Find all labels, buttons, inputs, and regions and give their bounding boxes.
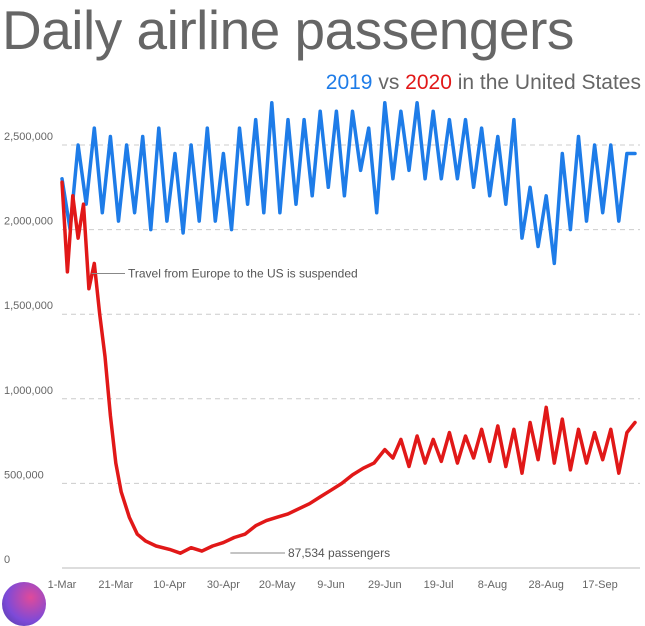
x-tick-label: 8-Aug	[478, 579, 507, 591]
x-tick-label: 17-Sep	[582, 579, 617, 591]
y-tick-label: 0	[4, 554, 10, 566]
x-tick-label: 30-Apr	[207, 579, 240, 591]
chart-subtitle: 2019 vs 2020 in the United States	[326, 70, 641, 96]
x-tick-label: 19-Jul	[424, 579, 454, 591]
x-tick-label: 21-Mar	[98, 579, 133, 591]
y-tick-label: 2,000,000	[4, 216, 53, 228]
y-tick-label: 1,000,000	[4, 385, 53, 397]
legend-2019: 2019	[325, 71, 373, 94]
y-tick-label: 500,000	[4, 469, 44, 481]
line-chart: 0 500,000 1,000,000 1,500,000 2,000,000 2,500…	[4, 100, 640, 591]
avatar	[2, 582, 46, 626]
y-tick-label: 1,500,000	[4, 300, 53, 312]
x-tick-label: 29-Jun	[368, 579, 402, 591]
x-tick-label: 20-May	[259, 579, 296, 591]
series-line-2020	[60, 180, 637, 555]
y-tick-label: 2,500,000	[4, 131, 53, 143]
annotation-europe: Travel from Europe to the US is suspende…	[128, 266, 358, 280]
chart-title: Daily airline passengers	[2, 0, 574, 61]
x-tick-label: 10-Apr	[153, 579, 186, 591]
annotation-minimum: 87,534 passengers	[288, 546, 390, 560]
x-tick-label: 28-Aug	[528, 579, 563, 591]
subtitle-tail: in the United States	[451, 71, 641, 94]
series-line-2019	[60, 100, 637, 266]
x-tick-label: 9-Jun	[317, 579, 345, 591]
subtitle-vs: vs	[372, 71, 406, 94]
x-tick-label: 1-Mar	[48, 579, 77, 591]
legend-2020: 2020	[405, 71, 452, 94]
